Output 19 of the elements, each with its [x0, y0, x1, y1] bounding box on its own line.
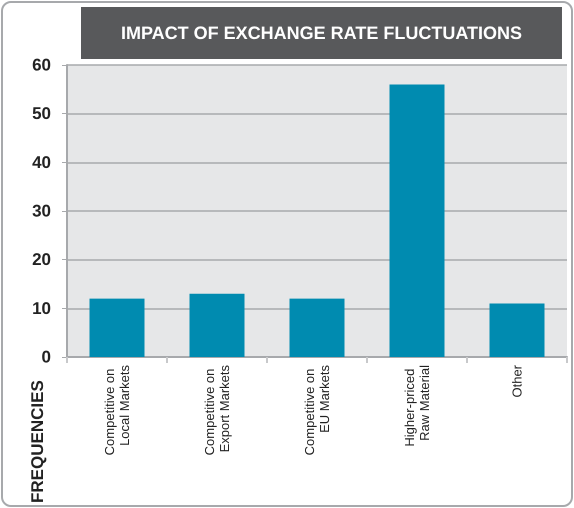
x-tick-label: Other: [510, 364, 524, 398]
bar: [90, 298, 144, 357]
x-tick-label: Higher-priced Raw Material: [402, 364, 432, 447]
y-tick-label: 0: [42, 348, 51, 366]
x-tick-label: Competitive on Export Markets: [202, 364, 232, 456]
bar: [390, 84, 444, 357]
x-tick-label: Competitive on EU Markets: [302, 364, 332, 456]
chart-title: IMPACT OF EXCHANGE RATE FLUCTUATIONS: [121, 23, 522, 43]
y-tick-label: 60: [32, 56, 51, 74]
x-tick-label: Competitive on Local Markets: [102, 364, 132, 456]
bar: [190, 294, 244, 357]
bar: [290, 298, 344, 357]
y-tick-label: 30: [32, 202, 51, 220]
y-tick-label: 40: [32, 152, 51, 172]
y-tick-label: 20: [32, 250, 51, 270]
y-tick-label: 10: [32, 298, 51, 318]
y-tick-label: 50: [32, 104, 51, 124]
bar: [490, 303, 544, 357]
y-axis-title: FREQUENCIES: [28, 380, 47, 503]
